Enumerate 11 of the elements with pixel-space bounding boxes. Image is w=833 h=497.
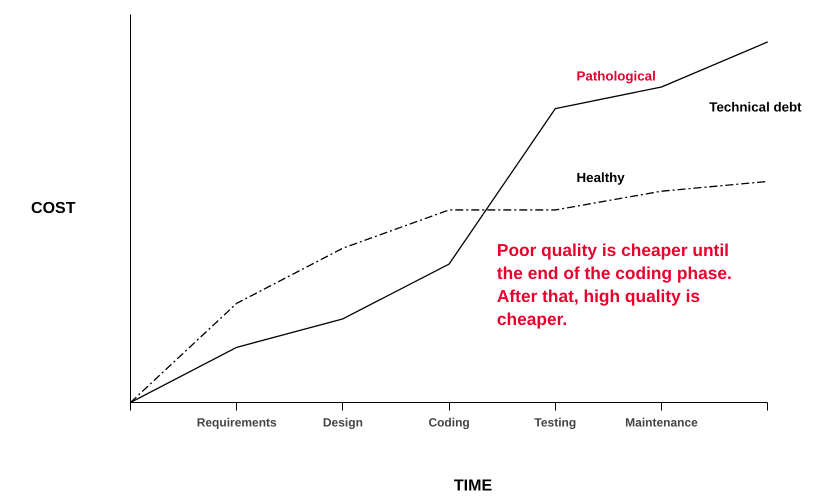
series-label: Pathological (576, 68, 656, 84)
annotation: Poor quality is cheaper until the end of the coding phase. After that, high quality is cheaper. (496, 240, 732, 330)
x-tick-label: Coding (428, 416, 470, 430)
x-tick-label: Design (322, 416, 363, 430)
series-label: Healthy (576, 170, 626, 185)
x-tick-label: Testing (534, 416, 576, 430)
annotation: Technical debt (709, 100, 802, 115)
x-axis-title: TIME (454, 478, 492, 494)
x-tick-label: Requirements (196, 416, 278, 430)
y-axis-title: COST (31, 200, 76, 217)
x-tick-label: Maintenance (625, 416, 698, 430)
